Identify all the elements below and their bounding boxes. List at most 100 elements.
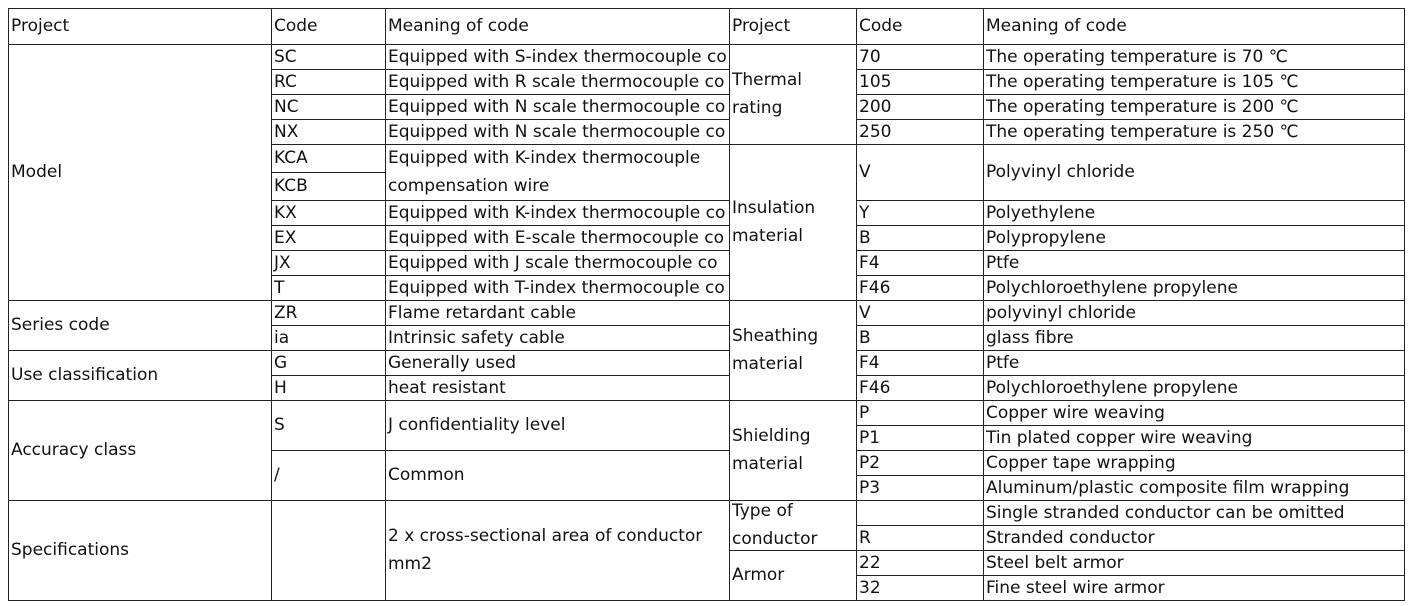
meaning-cell: Copper tape wrapping — [983, 450, 1405, 476]
code-cell: H — [271, 375, 386, 401]
meaning-cell: Equipped with R scale thermocouple co — [385, 69, 730, 95]
meaning-cell-text: Flame retardant cable — [388, 302, 576, 323]
code-cell-text: ia — [274, 327, 290, 348]
meaning-cell-text: polyvinyl chloride — [986, 302, 1136, 323]
meaning-cell-text: Fine steel wire armor — [986, 577, 1165, 598]
code-cell: 200 — [856, 94, 984, 120]
code-cell-text: V — [859, 302, 871, 323]
meaning-cell-text: Equipped with K-index thermocouple co — [388, 202, 726, 223]
project-cell-text: Armor — [732, 565, 785, 585]
meaning-cell: The operating temperature is 250 ℃ — [983, 119, 1405, 145]
header-cell-text: Meaning of code — [986, 16, 1127, 36]
meaning-cell: Equipped with N scale thermocouple co — [385, 94, 730, 120]
meaning-cell: The operating temperature is 105 ℃ — [983, 69, 1405, 95]
code-cell: NX — [271, 119, 386, 145]
meaning-cell: Equipped with T-index thermocouple co — [385, 275, 730, 301]
meaning-cell-text: Polychloroethylene propylene — [986, 277, 1238, 298]
meaning-cell: polyvinyl chloride — [983, 300, 1405, 326]
meaning-cell: Equipped with K-index thermocouple compe… — [385, 144, 730, 201]
code-cell-text: Y — [859, 202, 870, 223]
code-cell: S — [271, 400, 386, 451]
code-cell: P1 — [856, 425, 984, 451]
header-cell-text: Project — [732, 16, 791, 36]
code-cell-text: RC — [274, 71, 297, 92]
meaning-cell: Polyvinyl chloride — [983, 144, 1405, 201]
code-cell: R — [856, 525, 984, 551]
meaning-cell-text: Equipped with N scale thermocouple co — [388, 121, 726, 142]
meaning-cell-text: Single stranded conductor can be omitted — [986, 502, 1345, 523]
project-cell-text: Shielding material — [732, 426, 811, 474]
meaning-cell-text: Equipped with T-index thermocouple co — [388, 277, 725, 298]
meaning-cell: Steel belt armor — [983, 550, 1405, 576]
meaning-cell: Intrinsic safety cable — [385, 325, 730, 351]
code-cell-text: JX — [274, 252, 291, 273]
code-cell-text: B — [859, 327, 871, 348]
meaning-cell-text: Intrinsic safety cable — [388, 327, 565, 348]
meaning-cell-text: Copper wire weaving — [986, 402, 1165, 423]
code-cell: V — [856, 144, 984, 201]
header-cell: Code — [271, 8, 386, 45]
meaning-cell-text: Ptfe — [986, 352, 1020, 373]
code-cell-text: 70 — [859, 46, 881, 67]
code-cell-text: P — [859, 402, 870, 423]
meaning-cell-text: Polypropylene — [986, 227, 1106, 248]
meaning-cell-text: Equipped with J scale thermocouple co — [388, 252, 718, 273]
code-cell-text: F46 — [859, 377, 891, 398]
meaning-cell: Single stranded conductor can be omitted — [983, 500, 1405, 526]
header-cell: Meaning of code — [983, 8, 1405, 45]
header-cell: Project — [8, 8, 272, 45]
meaning-cell: Equipped with S-index thermocouple co — [385, 44, 730, 70]
code-cell-text: P1 — [859, 427, 881, 448]
code-cell-text: 32 — [859, 577, 881, 598]
code-cell-text: 105 — [859, 71, 892, 92]
meaning-cell-text: Steel belt armor — [986, 552, 1124, 573]
project-cell-text: Type of conductor — [732, 501, 818, 549]
code-cell-text: 22 — [859, 552, 881, 573]
project-cell: Thermal rating — [729, 44, 857, 145]
header-cell-text: Code — [859, 16, 903, 36]
meaning-cell-text: The operating temperature is 70 ℃ — [986, 46, 1288, 67]
code-cell: RC — [271, 69, 386, 95]
meaning-cell-text: Equipped with S-index thermocouple co — [388, 46, 727, 67]
code-cell: NC — [271, 94, 386, 120]
meaning-cell: Stranded conductor — [983, 525, 1405, 551]
code-cell: KCB — [271, 172, 386, 201]
meaning-cell: heat resistant — [385, 375, 730, 401]
code-cell: SC — [271, 44, 386, 70]
code-cell-text: ZR — [274, 302, 298, 323]
project-cell: Sheathing material — [729, 300, 857, 401]
code-cell-text: F4 — [859, 352, 880, 373]
meaning-cell-text: Equipped with R scale thermocouple co — [388, 71, 725, 92]
meaning-cell-text: heat resistant — [388, 377, 506, 398]
project-cell: Type of conductor — [729, 500, 857, 551]
meaning-cell: Ptfe — [983, 250, 1405, 276]
code-cell: 22 — [856, 550, 984, 576]
code-cell: F46 — [856, 375, 984, 401]
project-cell-text: Thermal rating — [732, 70, 803, 118]
project-cell-text: Series code — [11, 315, 110, 335]
code-cell: 105 — [856, 69, 984, 95]
meaning-cell-text: glass fibre — [986, 327, 1074, 348]
code-cell-text: R — [859, 527, 871, 548]
code-cell: V — [856, 300, 984, 326]
code-cell: F4 — [856, 250, 984, 276]
meaning-cell-text: The operating temperature is 105 ℃ — [986, 71, 1299, 92]
code-cell: F4 — [856, 350, 984, 376]
code-cell-text: H — [274, 377, 287, 398]
meaning-cell: Equipped with E-scale thermocouple co — [385, 225, 730, 251]
code-cell-text: B — [859, 227, 871, 248]
code-cell-text: EX — [274, 227, 297, 248]
meaning-cell: Flame retardant cable — [385, 300, 730, 326]
meaning-cell: Polychloroethylene propylene — [983, 375, 1405, 401]
code-cell — [271, 500, 386, 601]
code-cell-text: 250 — [859, 121, 892, 142]
code-cell-text: P2 — [859, 452, 881, 473]
header-cell: Code — [856, 8, 984, 45]
code-cell: ia — [271, 325, 386, 351]
meaning-cell: 2 x cross-sectional area of conductor mm… — [385, 500, 730, 601]
code-cell-text: NC — [274, 96, 299, 117]
code-cell: B — [856, 225, 984, 251]
meaning-cell-text: Common — [388, 465, 465, 485]
project-cell-text: Use classification — [11, 365, 159, 385]
